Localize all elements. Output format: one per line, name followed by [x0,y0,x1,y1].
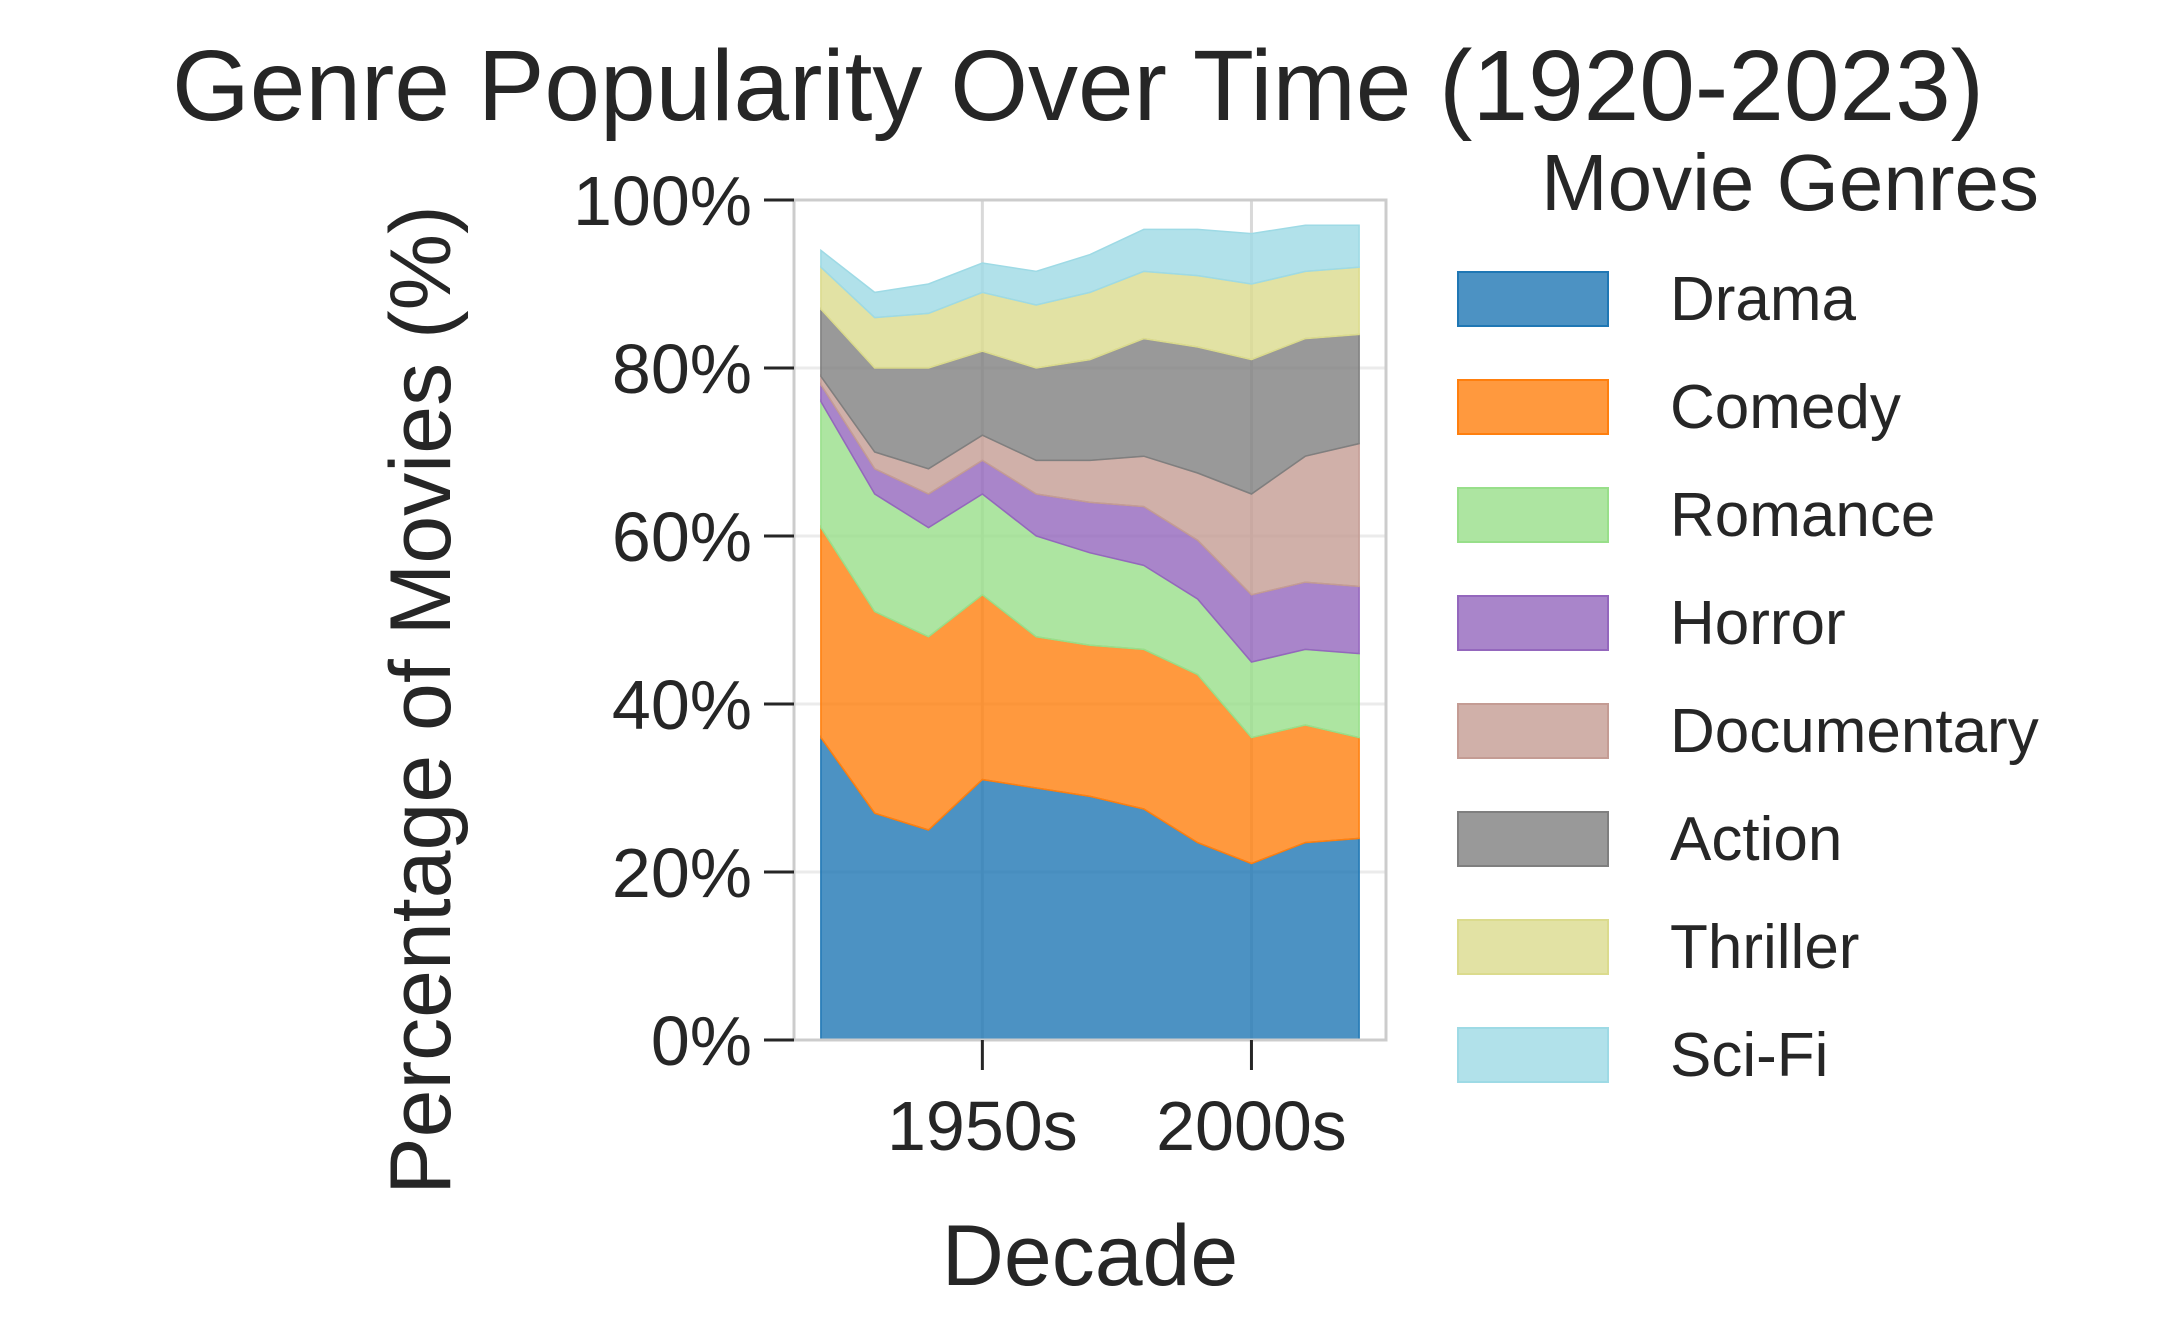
legend-swatch [1457,271,1609,327]
x-axis-label: Decade [942,1208,1238,1304]
legend-label: Documentary [1670,697,2039,766]
legend-swatch [1457,703,1609,759]
legend-swatch [1457,919,1609,975]
legend-label: Sci-Fi [1670,1021,1828,1090]
legend-swatch [1457,1027,1609,1083]
y-axis-label: Percentage of Movies (%) [373,205,469,1194]
legend-label: Horror [1670,589,1846,658]
x-tick-label: 1950s [887,1087,1078,1165]
legend: Movie Genres Drama Comedy Romance Horror Doc… [1457,138,2039,1090]
area-sci-fi [820,224,1360,319]
plot-frame [792,198,1388,1042]
y-tick-label: 0% [651,1002,752,1080]
legend-label: Drama [1670,265,1857,334]
legend-label: Thriller [1670,913,1859,982]
legend-swatch [1457,811,1609,867]
y-tick-label: 40% [612,666,752,744]
chart-title: Genre Popularity Over Time (1920-2023) [172,30,1984,142]
x-tick-label: 2000s [1156,1087,1347,1165]
y-tick-label: 80% [612,330,752,408]
legend-title: Movie Genres [1541,138,2039,227]
y-axis: 0% 20% 40% 60% 80% 100% [573,162,794,1080]
x-axis: 1950s 2000s [887,1040,1347,1165]
legend-swatch [1457,487,1609,543]
y-tick-label: 100% [573,162,752,240]
legend-swatch [1457,595,1609,651]
plot-areas [820,224,1360,1041]
legend-swatch [1457,379,1609,435]
legend-label: Action [1670,805,1842,874]
legend-label: Comedy [1670,373,1901,442]
y-tick-label: 60% [612,498,752,576]
legend-label: Romance [1670,481,1935,550]
y-tick-label: 20% [612,834,752,912]
